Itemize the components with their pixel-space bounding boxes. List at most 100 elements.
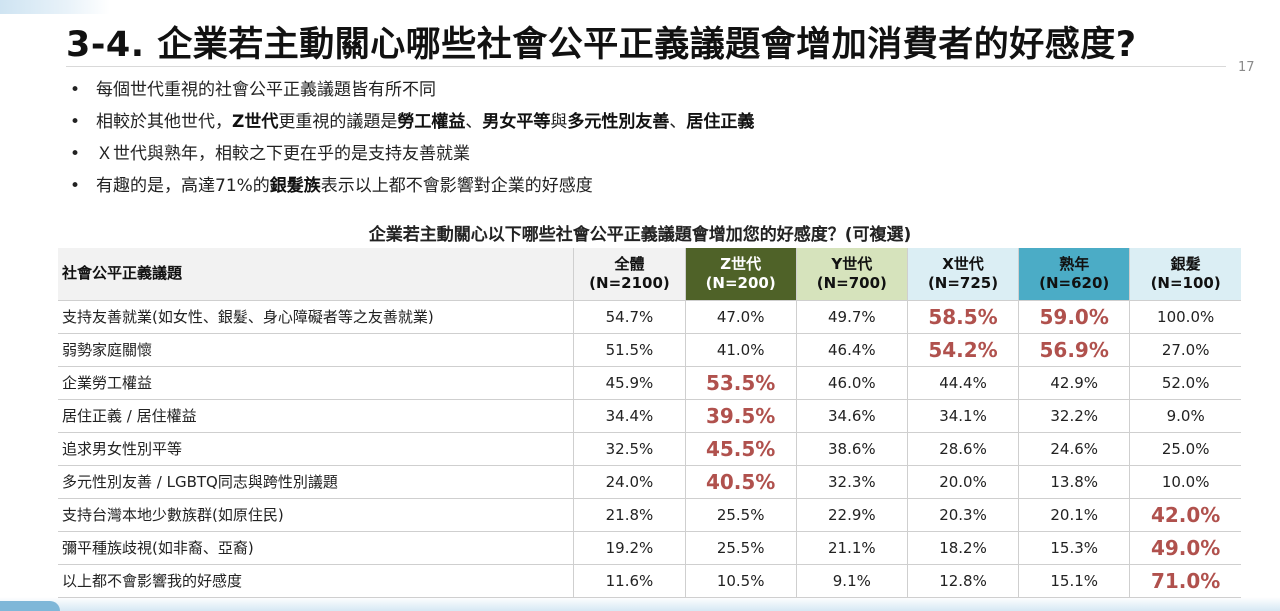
bullet-emphasis: 勞工權益 [397,112,466,132]
table-cell: 51.5% [573,333,686,367]
bullet-text: 相較於其他世代， [96,112,232,132]
column-header-name: Y世代 [831,254,873,273]
table-cell: 100.0% [1129,300,1241,334]
column-header: X世代 (N=725) [906,248,1019,301]
table-cell: 34.4% [573,399,686,433]
table-cell: 24.0% [573,465,686,499]
highlighted-cell: 49.0% [1129,531,1241,565]
highlighted-cell: 54.2% [906,333,1019,367]
table-cell: 46.4% [795,333,908,367]
table-cell: 47.0% [684,300,797,334]
table-row: 彌平種族歧視(如非裔、亞裔) 19.2% 25.5% 21.1% 18.2% 15.3% 4… [58,531,1241,565]
highlighted-cell: 40.5% [684,465,797,499]
table-row: 弱勢家庭關懷 51.5% 41.0% 46.4% 54.2% 56.9% 27.0% [58,333,1241,367]
row-label: 多元性別友善 / LGBTQ同志與跨性別議題 [58,465,574,499]
table-cell: 15.3% [1018,531,1130,565]
bullet-marker: • [70,80,81,100]
column-header-sample-size: (N=725) [927,273,999,292]
corner-decoration [0,0,110,14]
bullet-item: • Ｘ世代與熟年，相較之下更在乎的是支持友善就業 [70,138,754,170]
bullet-item: • 有趣的是，高達71%的銀髮族表示以上都不會影響對企業的好感度 [70,170,754,202]
table-cell: 20.1% [1018,498,1130,532]
bullet-text: 有趣的是，高達71%的 [96,176,270,196]
table-cell: 32.3% [795,465,908,499]
bullet-text: 與 [550,112,568,132]
bullet-emphasis: 居住正義 [686,112,755,132]
row-label: 支持台灣本地少數族群(如原住民) [58,498,574,532]
row-label: 弱勢家庭關懷 [58,333,574,367]
column-header: 全體 (N=2100) [573,248,686,301]
column-header-name: X世代 [942,254,984,273]
column-header: Z世代 (N=200) [684,248,797,301]
table-cell: 18.2% [906,531,1019,565]
bullet-marker: • [70,176,81,196]
table-cell: 42.9% [1018,366,1130,400]
column-header-sample-size: (N=620) [1039,273,1110,292]
table-cell: 34.6% [795,399,908,433]
column-header-sample-size: (N=100) [1150,273,1221,292]
table-cell: 10.0% [1129,465,1241,499]
row-label: 企業勞工權益 [58,366,574,400]
bullet-text: 表示以上都不會影響對企業的好感度 [320,176,593,196]
bullet-text: Ｘ世代與熟年，相較之下更在乎的是支持友善就業 [96,144,470,164]
table-cell: 41.0% [684,333,797,367]
bullet-item: • 相較於其他世代，Z世代更重視的議題是勞工權益、男女平等與多元性別友善、居住正義 [70,106,754,138]
table-cell: 22.9% [795,498,908,532]
bullet-text: 更重視的議題是 [278,112,398,132]
highlighted-cell: 58.5% [906,300,1019,334]
table-cell: 20.3% [906,498,1019,532]
table-cell: 49.7% [795,300,908,334]
column-header-name: 全體 [614,254,645,273]
title-divider [66,66,1226,67]
bullet-list: • 每個世代重視的社會公平正義議題皆有所不同 • 相較於其他世代，Z世代更重視的議題是… [70,74,754,202]
row-label: 以上都不會影響我的好感度 [58,564,574,598]
column-header-sample-size: (N=700) [816,273,887,292]
table-header-row: 社會公平正義議題 全體 (N=2100) Z世代 (N=200) Y世代 (N=700) X… [58,248,1241,301]
table-cell: 10.5% [684,564,797,598]
row-label: 居住正義 / 居住權益 [58,399,574,433]
table-cell: 24.6% [1018,432,1130,466]
bullet-marker: • [70,112,81,132]
table-row: 居住正義 / 居住權益 34.4% 39.5% 34.6% 34.1% 32.2% 9.0% [58,399,1241,433]
table-cell: 52.0% [1129,366,1241,400]
table-cell: 32.2% [1018,399,1130,433]
table-cell: 38.6% [795,432,908,466]
table-row: 支持友善就業(如女性、銀髮、身心障礙者等之友善就業) 54.7% 47.0% 49.7… [58,300,1241,334]
table-row: 支持台灣本地少數族群(如原住民) 21.8% 25.5% 22.9% 20.3% 20.1… [58,498,1241,532]
bullet-emphasis: 男女平等 [482,112,551,132]
column-header: Y世代 (N=700) [795,248,908,301]
column-header-sample-size: (N=200) [705,273,776,292]
table-cell: 20.0% [906,465,1019,499]
row-label: 支持友善就業(如女性、銀髮、身心障礙者等之友善就業) [58,300,574,334]
bullet-marker: • [70,144,81,164]
column-header: 熟年 (N=620) [1018,248,1130,301]
table-row: 企業勞工權益 45.9% 53.5% 46.0% 44.4% 42.9% 52.0% [58,366,1241,400]
highlighted-cell: 59.0% [1018,300,1130,334]
bullet-text: 每個世代重視的社會公平正義議題皆有所不同 [96,80,436,100]
table-row: 追求男女性別平等 32.5% 45.5% 38.6% 28.6% 24.6% 25.0% [58,432,1241,466]
column-header-name: Z世代 [720,254,762,273]
table-cell: 46.0% [795,366,908,400]
table-cell: 25.0% [1129,432,1241,466]
column-header-name: 熟年 [1059,254,1090,273]
table-cell: 11.6% [573,564,686,598]
table-cell: 44.4% [906,366,1019,400]
table-cell: 15.1% [1018,564,1130,598]
table-cell: 21.8% [573,498,686,532]
bullet-item: • 每個世代重視的社會公平正義議題皆有所不同 [70,74,754,106]
bullet-emphasis: 多元性別友善 [567,112,670,132]
highlighted-cell: 42.0% [1129,498,1241,532]
column-header-sample-size: (N=2100) [589,273,670,292]
table-cell: 45.9% [573,366,686,400]
bullet-text: 、 [465,112,483,132]
page-number: 17 [1238,60,1255,75]
survey-table: 社會公平正義議題 全體 (N=2100) Z世代 (N=200) Y世代 (N=700) X… [58,248,1241,598]
table-cell: 19.2% [573,531,686,565]
table-cell: 9.0% [1129,399,1241,433]
table-title: 企業若主動關心以下哪些社會公平正義議題會增加您的好感度？(可複選) [368,225,912,245]
bullet-text: 、 [669,112,687,132]
footer-accent [0,601,60,611]
highlighted-cell: 45.5% [684,432,797,466]
column-header-name: 銀髮 [1170,254,1201,273]
bullet-emphasis: 銀髮族 [269,176,321,196]
